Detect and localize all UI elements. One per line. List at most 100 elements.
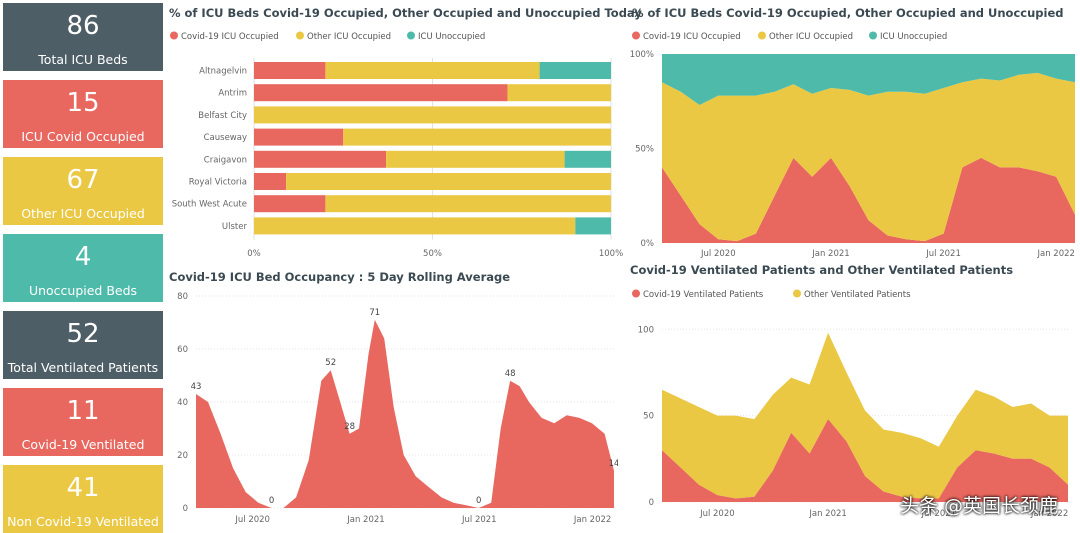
rolling-average-chart[interactable]: 0 20 40 60 80 43 0 52 28 71 0 48 14 Jul 2020 Jan 2021 J…	[166, 286, 618, 530]
series-area	[662, 419, 1068, 502]
x-tick-label: Jan 2022	[1030, 509, 1068, 519]
trend-area-chart[interactable]: Covid-19 ICU Occupied Other ICU Occupied I…	[628, 26, 1078, 262]
data-label: 0	[269, 496, 274, 506]
x-tick-label: 50%	[423, 249, 442, 259]
bar-segment	[386, 150, 565, 168]
non-covid-ventilated-value: 41	[66, 473, 100, 503]
y-tick-label: 20	[177, 451, 188, 461]
other-icu-occupied-card[interactable]: 67 Other ICU Occupied	[3, 157, 163, 225]
data-label: 14	[609, 459, 618, 469]
legend-label: ICU Unoccupied	[880, 32, 947, 42]
non-covid-ventilated-label: Non Covid-19 Ventilated	[7, 514, 159, 529]
today-bar-chart[interactable]: Covid-19 ICU Occupied Other ICU Occupied I…	[166, 26, 626, 262]
covid-ventilated-card[interactable]: 11 Covid-19 Ventilated	[3, 388, 163, 456]
total-ventilated-card[interactable]: 52 Total Ventilated Patients	[3, 311, 163, 379]
legend-marker	[869, 31, 877, 40]
series-area	[662, 157, 1075, 243]
x-tick-label: Jan 2022	[1037, 249, 1075, 259]
bar-segment	[507, 84, 611, 102]
y-tick-label: 100	[638, 325, 654, 335]
total-icu-beds-label: Total ICU Beds	[38, 52, 128, 67]
x-tick-label: Jul 2020	[699, 509, 735, 519]
total-ventilated-label: Total Ventilated Patients	[7, 360, 159, 375]
category-label: Altnagelvin	[199, 67, 247, 77]
data-label: 71	[369, 308, 380, 318]
watermark: 头条 @英国长颈鹿	[899, 495, 1058, 517]
unoccupied-beds-label: Unoccupied Beds	[28, 283, 138, 298]
x-tick-label: Jul 2021	[921, 509, 957, 519]
y-tick-label: 50	[643, 412, 654, 422]
bar-segment	[286, 173, 611, 190]
bar-segment	[325, 62, 540, 79]
occupancy-area	[196, 319, 614, 508]
non-covid-ventilated-card[interactable]: 41 Non Covid-19 Ventilated	[3, 465, 163, 533]
y-tick-label: 50%	[635, 145, 654, 155]
data-label: 0	[476, 496, 481, 506]
y-tick-label: 0%	[641, 239, 655, 249]
other-icu-occupied-label: Other ICU Occupied	[21, 206, 145, 221]
icu-covid-occupied-card[interactable]: 15 ICU Covid Occupied	[3, 80, 163, 148]
series-area	[662, 332, 1068, 499]
category-label: Royal Victoria	[189, 178, 247, 188]
legend-marker	[632, 289, 640, 298]
y-tick-label: 80	[177, 292, 188, 302]
legend-marker	[632, 31, 640, 40]
bar-segment	[254, 128, 344, 146]
total-icu-beds-card[interactable]: 86 Total ICU Beds	[3, 3, 163, 71]
legend-marker	[407, 31, 415, 40]
x-tick-label: Jul 2020	[700, 249, 736, 259]
x-tick-label: Jul 2021	[925, 249, 961, 259]
bar-segment	[343, 128, 611, 146]
x-tick-label: 0%	[247, 249, 261, 259]
x-tick-label: 100%	[599, 249, 623, 259]
legend-label: ICU Unoccupied	[418, 32, 485, 42]
unoccupied-beds-value: 4	[74, 242, 92, 272]
category-label: Ulster	[222, 222, 248, 232]
vent-chart-title: Covid-19 Ventilated Patients and Other V…	[630, 263, 1014, 277]
x-tick-label: Jul 2020	[234, 515, 270, 525]
legend-label: Covid-19 ICU Occupied	[181, 32, 279, 42]
data-label: 52	[325, 358, 336, 368]
covid-ventilated-label: Covid-19 Ventilated	[21, 437, 145, 452]
legend-marker	[758, 31, 766, 40]
covid-ventilated-value: 11	[66, 396, 100, 426]
bar-segment	[254, 173, 287, 190]
legend-marker	[296, 31, 304, 40]
data-label: 48	[505, 369, 516, 379]
bar-segment	[575, 217, 611, 235]
icu-covid-occupied-value: 15	[66, 88, 100, 118]
data-label: 28	[344, 422, 355, 432]
y-tick-label: 100%	[630, 50, 654, 60]
category-label: South West Acute	[172, 200, 247, 210]
icu-covid-occupied-label: ICU Covid Occupied	[21, 129, 145, 144]
bar-segment	[254, 150, 387, 168]
rolling-chart-title: Covid-19 ICU Bed Occupancy : 5 Day Rolli…	[169, 270, 511, 284]
other-icu-occupied-value: 67	[66, 165, 100, 195]
bar-segment	[254, 217, 576, 235]
x-tick-label: Jan 2022	[573, 515, 611, 525]
category-label: Causeway	[204, 133, 247, 143]
category-label: Belfast City	[198, 111, 247, 121]
legend-marker	[793, 289, 801, 298]
y-tick-label: 0	[649, 498, 654, 508]
y-tick-label: 0	[183, 504, 188, 514]
x-tick-label: Jan 2021	[346, 515, 384, 525]
x-tick-label: Jan 2021	[808, 509, 846, 519]
unoccupied-beds-card[interactable]: 4 Unoccupied Beds	[3, 234, 163, 302]
series-area	[662, 54, 1075, 105]
legend-label: Covid-19 ICU Occupied	[643, 32, 741, 42]
total-icu-beds-value: 86	[66, 11, 100, 41]
bar-segment	[254, 195, 326, 213]
x-tick-label: Jan 2021	[811, 249, 849, 259]
legend-label: Other ICU Occupied	[307, 32, 391, 42]
category-label: Antrim	[218, 89, 247, 99]
trend-chart-title: % of ICU Beds Covid-19 Occupied, Other O…	[632, 6, 1064, 20]
legend-label: Other ICU Occupied	[769, 32, 853, 42]
bar-segment	[564, 150, 611, 168]
bar-segment	[539, 62, 611, 79]
legend-label: Covid-19 Ventilated Patients	[643, 290, 764, 300]
ventilated-area-chart[interactable]: Covid-19 Ventilated Patients Other Ventil…	[628, 282, 1078, 530]
series-area	[662, 72, 1075, 242]
today-chart-title: % of ICU Beds Covid-19 Occupied, Other O…	[169, 6, 642, 20]
y-tick-label: 60	[177, 345, 188, 355]
